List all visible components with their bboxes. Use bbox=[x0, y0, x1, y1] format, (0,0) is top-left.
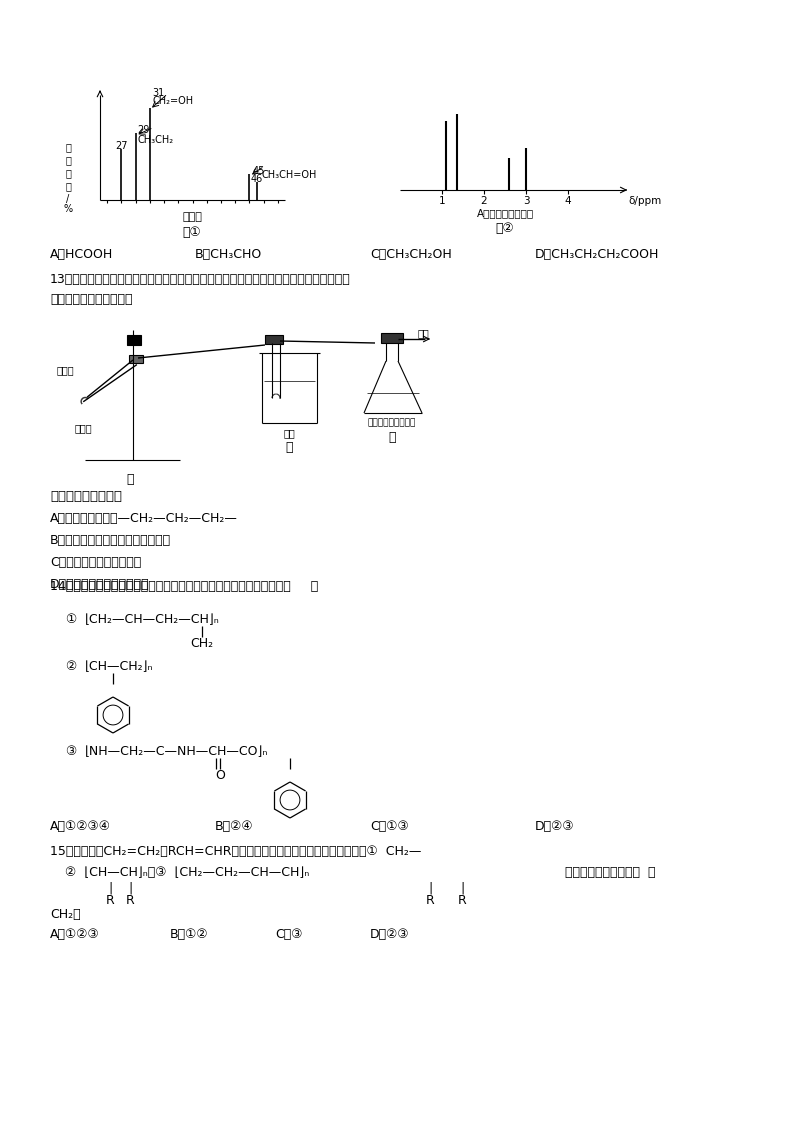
Text: 3: 3 bbox=[522, 196, 530, 206]
Text: 下列叙述不正确的是: 下列叙述不正确的是 bbox=[50, 490, 122, 503]
Bar bbox=[129, 355, 143, 363]
Text: R: R bbox=[126, 894, 134, 907]
Text: 46: 46 bbox=[250, 173, 262, 183]
Text: D．CH₃CH₂CH₂COOH: D．CH₃CH₂CH₂COOH bbox=[535, 248, 659, 261]
Text: 45: 45 bbox=[253, 166, 265, 177]
Text: ①: ① bbox=[65, 614, 76, 626]
Text: |: | bbox=[108, 882, 112, 895]
Text: 丙: 丙 bbox=[388, 431, 396, 444]
Text: 31: 31 bbox=[153, 87, 165, 97]
Text: 含溴的四氯化碳溶液: 含溴的四氯化碳溶液 bbox=[368, 418, 416, 427]
Text: A．①②③: A．①②③ bbox=[50, 928, 100, 941]
Text: D．最后收集的气体可做燃料: D．最后收集的气体可做燃料 bbox=[50, 578, 150, 591]
Text: B．②④: B．②④ bbox=[215, 820, 254, 833]
Text: 1: 1 bbox=[438, 196, 446, 206]
Text: C．③: C．③ bbox=[275, 928, 302, 941]
Text: B．①②: B．①② bbox=[170, 928, 209, 941]
Text: B．装置乙的试管中可收集到芳香烃: B．装置乙的试管中可收集到芳香烃 bbox=[50, 534, 171, 547]
Text: A的核磁共振氢谱图: A的核磁共振氢谱图 bbox=[477, 208, 534, 218]
Text: 度: 度 bbox=[65, 181, 71, 191]
Text: 冷水: 冷水 bbox=[283, 428, 295, 438]
Text: CH₂，: CH₂， bbox=[50, 908, 81, 921]
Bar bbox=[127, 335, 141, 345]
Text: 15．两种烯烃CH₂=CH₂和RCH=CHR，用它们作单体进行聚合时，产物中含有①  CH₂—: 15．两种烯烃CH₂=CH₂和RCH=CHR，用它们作单体进行聚合时，产物中含有… bbox=[50, 844, 422, 858]
Text: ②  ⌊CH—CH⌋ₙ，③  ⌊CH₂—CH₂—CH—CH⌋ₙ: ② ⌊CH—CH⌋ₙ，③ ⌊CH₂—CH₂—CH—CH⌋ₙ bbox=[65, 866, 310, 880]
Text: 丰: 丰 bbox=[65, 168, 71, 178]
Text: CH₂=OH: CH₂=OH bbox=[153, 95, 194, 105]
Text: 废塑料: 废塑料 bbox=[57, 365, 74, 375]
Text: CH₃CH=OH: CH₃CH=OH bbox=[262, 170, 317, 180]
Text: R: R bbox=[426, 894, 434, 907]
Text: 14．下列的高分子化合物，由两种单体通过聚合反应而合成得到的是（     ）: 14．下列的高分子化合物，由两种单体通过聚合反应而合成得到的是（ ） bbox=[50, 580, 318, 593]
Text: |: | bbox=[128, 882, 132, 895]
Text: 图①: 图① bbox=[182, 226, 202, 239]
Text: 4: 4 bbox=[565, 196, 571, 206]
Text: R: R bbox=[106, 894, 114, 907]
Text: O: O bbox=[215, 769, 225, 782]
Text: |: | bbox=[460, 882, 464, 895]
Text: CH₃CH₂: CH₃CH₂ bbox=[138, 136, 174, 146]
Text: ②: ② bbox=[65, 660, 76, 674]
Text: 图②: 图② bbox=[496, 222, 514, 235]
Text: B．CH₃CHO: B．CH₃CHO bbox=[195, 248, 262, 261]
Bar bbox=[381, 333, 403, 343]
Text: 收集: 收集 bbox=[418, 328, 430, 338]
Text: 对: 对 bbox=[65, 155, 71, 165]
Text: R: R bbox=[458, 894, 466, 907]
Text: 27: 27 bbox=[115, 142, 127, 152]
Text: 加强热: 加强热 bbox=[75, 423, 93, 434]
Text: ⌊CH₂—CH—CH₂—CH⌋ₙ: ⌊CH₂—CH—CH₂—CH⌋ₙ bbox=[85, 614, 220, 626]
Text: C．CH₃CH₂OH: C．CH₃CH₂OH bbox=[370, 248, 452, 261]
Text: ③: ③ bbox=[65, 745, 76, 758]
Text: /: / bbox=[66, 194, 70, 204]
Text: 乙: 乙 bbox=[286, 441, 293, 454]
Text: C．①③: C．①③ bbox=[370, 820, 409, 833]
Text: D．②③: D．②③ bbox=[370, 928, 410, 941]
Text: 2: 2 bbox=[481, 196, 487, 206]
Text: 29: 29 bbox=[138, 126, 150, 136]
Text: 探究废旧塑料的再利用。: 探究废旧塑料的再利用。 bbox=[50, 293, 133, 306]
Text: 甲: 甲 bbox=[126, 473, 134, 486]
Text: C．装置丙中可得到卤代烃: C．装置丙中可得到卤代烃 bbox=[50, 556, 142, 569]
Text: CH₂: CH₂ bbox=[190, 637, 214, 650]
Text: 质荷比: 质荷比 bbox=[182, 212, 202, 222]
Text: 13．加热聚丙烯废塑料可以得到碳、氢气、甲烷、乙烯、丙烯、苯和甲苯。用图所示装置: 13．加热聚丙烯废塑料可以得到碳、氢气、甲烷、乙烯、丙烯、苯和甲苯。用图所示装置 bbox=[50, 273, 350, 286]
Text: 中的哪一种或哪几种（  ）: 中的哪一种或哪几种（ ） bbox=[565, 866, 655, 880]
Text: 相: 相 bbox=[65, 142, 71, 152]
Text: A．聚丙烯的链节是—CH₂—CH₂—CH₂—: A．聚丙烯的链节是—CH₂—CH₂—CH₂— bbox=[50, 512, 238, 525]
Text: A．①②③④: A．①②③④ bbox=[50, 820, 111, 833]
Text: D．②③: D．②③ bbox=[535, 820, 574, 833]
Bar bbox=[265, 335, 283, 344]
Text: A．HCOOH: A．HCOOH bbox=[50, 248, 114, 261]
Text: ⌊NH—CH₂—C—NH—CH—CO⌋ₙ: ⌊NH—CH₂—C—NH—CH—CO⌋ₙ bbox=[85, 745, 268, 758]
Text: %: % bbox=[63, 204, 73, 214]
Text: ⌊CH—CH₂⌋ₙ: ⌊CH—CH₂⌋ₙ bbox=[85, 660, 154, 674]
Text: |: | bbox=[428, 882, 432, 895]
Text: δ/ppm: δ/ppm bbox=[628, 196, 662, 206]
